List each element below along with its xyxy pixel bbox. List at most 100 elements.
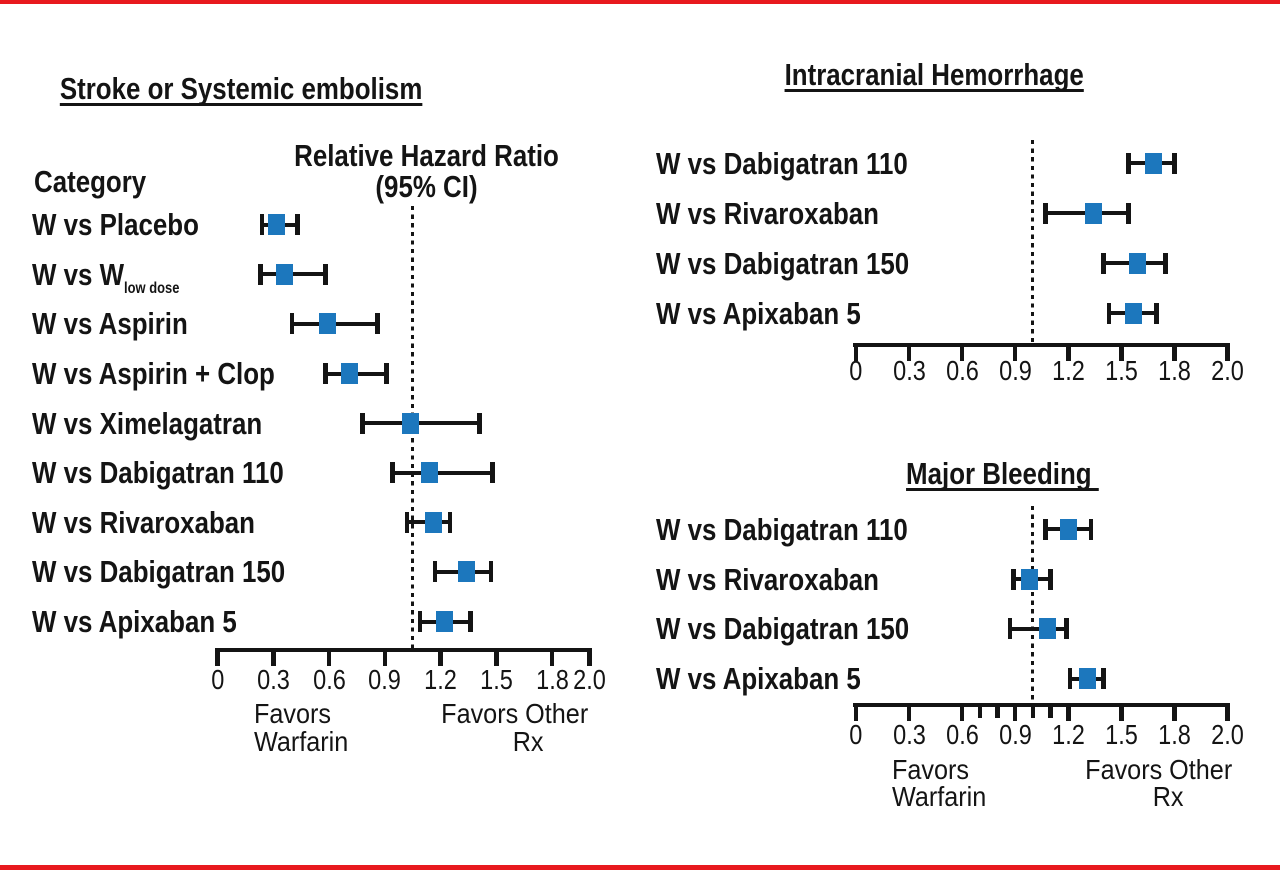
panel-title: Major Bleeding xyxy=(802,458,1202,489)
x-axis-tick xyxy=(587,652,592,666)
x-tick-label: 0.6 xyxy=(284,666,374,694)
x-axis-tick xyxy=(1225,707,1230,721)
confidence-interval-line xyxy=(1009,626,1067,631)
category-label-text: W vs Ximelagatran xyxy=(32,405,263,441)
x-axis-tick xyxy=(1172,707,1177,721)
favors-other-line2: Rx xyxy=(1019,780,1280,812)
x-tick-label: 1.2 xyxy=(1023,356,1113,385)
category-label-text: W vs Rivaroxaban xyxy=(32,504,255,540)
x-axis-minor-tick xyxy=(977,707,983,718)
favors-warfarin-line2-text: Warfarin xyxy=(254,725,349,757)
x-tick-label-text: 1.5 xyxy=(1104,719,1138,751)
ci-cap-low xyxy=(259,214,265,236)
ci-cap-high xyxy=(1048,568,1053,590)
confidence-interval-line xyxy=(362,421,480,426)
x-tick-label-text: 2.0 xyxy=(572,664,606,696)
x-axis-tick xyxy=(1066,707,1071,721)
x-tick-label: 2.0 xyxy=(544,666,634,694)
ci-cap-low xyxy=(1007,618,1013,640)
category-label: W vs Aspirin + Clop xyxy=(32,358,323,389)
category-label: W vs Aspirin xyxy=(32,308,219,339)
x-tick-label: 1.5 xyxy=(1076,356,1166,385)
x-axis-line xyxy=(853,343,1230,347)
category-label: W vs Apixaban 5 xyxy=(656,663,901,694)
x-tick-label-text: 0.3 xyxy=(256,664,290,696)
ci-cap-high xyxy=(1126,202,1131,224)
category-label-text: W vs Rivaroxaban xyxy=(655,561,879,597)
ci-cap-high xyxy=(490,462,495,484)
ci-cap-low xyxy=(404,511,410,533)
favors-other-line2-text: Rx xyxy=(1153,780,1184,812)
x-axis-minor-tick xyxy=(1030,707,1036,718)
x-tick-label: 0.9 xyxy=(970,354,1060,386)
x-tick-label: 0.3 xyxy=(864,354,954,386)
point-estimate-marker xyxy=(340,363,358,384)
x-tick-label: 2.0 xyxy=(1182,721,1272,749)
x-axis-tick xyxy=(1119,347,1124,361)
x-tick-label: 0.6 xyxy=(917,356,1007,385)
point-estimate-marker xyxy=(458,561,476,583)
x-axis-tick xyxy=(1012,707,1018,721)
category-label: W vs Dabigatran 110 xyxy=(656,514,958,545)
x-axis-tick xyxy=(1172,347,1177,361)
x-tick-label-text: 1.8 xyxy=(1157,719,1191,751)
category-label: W vs Apixaban 5 xyxy=(656,298,901,329)
point-estimate-marker xyxy=(1059,518,1077,540)
ci-cap-high xyxy=(447,511,453,533)
category-label: W vs Dabigatran 150 xyxy=(656,613,959,644)
x-tick-label-text: 1.8 xyxy=(1157,354,1191,386)
ci-cap-low xyxy=(1043,518,1048,540)
favors-other-line1: Favors Other xyxy=(1009,753,1280,785)
category-label-text: W vs Dabigatran 150 xyxy=(655,245,909,281)
x-tick-label-text: 0.3 xyxy=(892,354,926,386)
ci-cap-low xyxy=(417,611,423,632)
ci-cap-high xyxy=(295,214,300,236)
category-label-text: W vs Placebo xyxy=(32,207,199,243)
category-label: W vs Dabigatran 110 xyxy=(32,457,334,488)
x-tick-label: 0.9 xyxy=(970,721,1060,749)
x-tick-label-text: 0.9 xyxy=(998,354,1032,386)
category-label: W vs Rivaroxaban xyxy=(32,507,299,538)
ci-cap-low xyxy=(1106,302,1112,324)
x-tick-label-text: 2.0 xyxy=(1211,719,1244,751)
favors-other-line2-text: Rx xyxy=(512,725,544,757)
category-label: W vs Rivaroxaban xyxy=(656,564,923,595)
x-tick-label: 2.0 xyxy=(1182,356,1272,385)
point-estimate-marker xyxy=(420,462,438,484)
ci-cap-high xyxy=(468,611,473,632)
x-axis-tick xyxy=(326,652,332,666)
x-tick-label: 0 xyxy=(811,721,901,749)
reference-line xyxy=(1031,140,1035,343)
panel-title-text: Intracranial Hemorrhage xyxy=(784,56,1084,92)
x-axis-tick xyxy=(853,347,859,361)
point-estimate-marker xyxy=(424,511,442,533)
x-tick-label-text: 1.5 xyxy=(479,664,513,696)
bottom-border-rule xyxy=(0,864,1280,870)
x-axis-tick xyxy=(1119,707,1124,721)
x-axis-tick xyxy=(959,347,965,361)
x-axis-tick xyxy=(853,707,859,721)
category-label-subscript: low dose xyxy=(124,279,180,297)
x-tick-label-text: 0.3 xyxy=(892,719,926,751)
category-label-text: W vs Dabigatran 110 xyxy=(655,145,908,181)
ci-cap-high xyxy=(1154,302,1159,324)
panel-title-text: Stroke or Systemic embolism xyxy=(59,71,423,107)
x-axis-tick xyxy=(906,707,912,721)
x-tick-label-text: 1.8 xyxy=(535,664,569,696)
panel-title-text: Major Bleeding xyxy=(905,455,1099,491)
x-axis-tick xyxy=(271,652,276,666)
ci-cap-high xyxy=(477,412,482,434)
ci-cap-low xyxy=(1011,568,1016,590)
x-tick-label-text: 1.2 xyxy=(424,664,457,696)
point-estimate-marker xyxy=(268,214,286,236)
ci-cap-high xyxy=(1064,618,1069,640)
ci-cap-low xyxy=(390,462,395,484)
ci-cap-low xyxy=(360,412,365,434)
favors-other-line1-text: Favors Other xyxy=(1084,753,1233,785)
favors-warfarin-line2: Warfarin xyxy=(892,782,997,811)
category-label-text: W vs Wlow dose xyxy=(32,256,180,297)
x-axis-tick xyxy=(1225,347,1230,361)
x-tick-label: 1.8 xyxy=(507,666,597,694)
favors-warfarin-line1: Favors xyxy=(892,755,978,784)
